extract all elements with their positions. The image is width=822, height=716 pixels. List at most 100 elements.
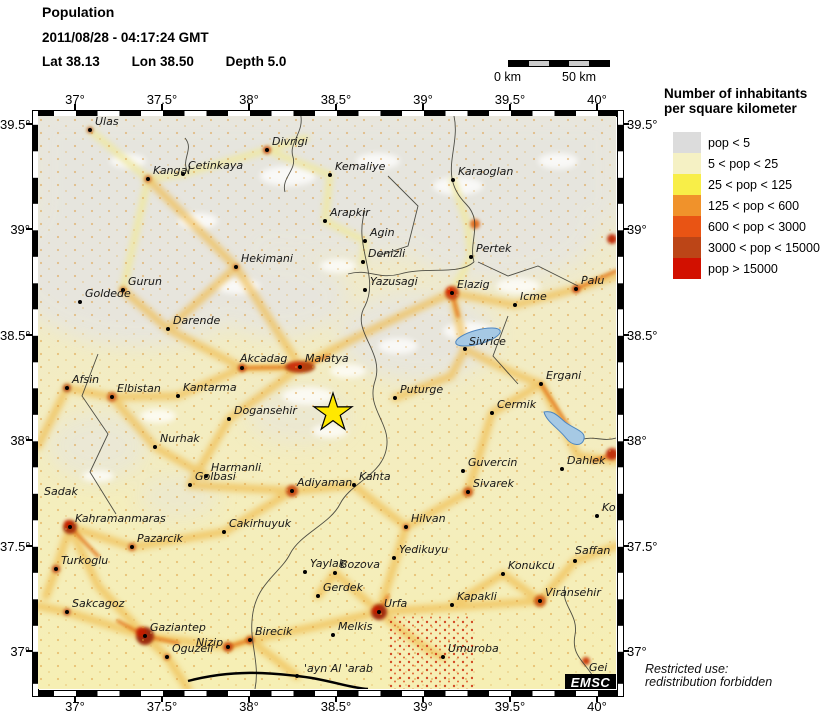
scale-bar-min-label: 0 km	[494, 70, 522, 84]
restriction-line1: Restricted use:	[645, 662, 729, 676]
city-label-kemaliye: Kemaliye	[335, 160, 386, 173]
city-dot-viransehir	[538, 599, 542, 603]
city-dot-birecik	[248, 638, 252, 642]
city-dot-ko	[595, 514, 599, 518]
axis-tick	[623, 228, 629, 230]
axis-tick	[26, 228, 32, 230]
city-dot-icme	[513, 303, 517, 307]
city-dot-denizli	[361, 260, 365, 264]
event-coordinates: Lat 38.13 Lon 38.50 Depth 5.0	[42, 54, 314, 69]
city-label-golbasi: Golbasi	[195, 470, 236, 483]
axis-tick	[161, 696, 163, 702]
legend-swatch	[673, 174, 701, 195]
city-label-gerdek: Gerdek	[323, 581, 363, 594]
city-dot-afsin	[65, 386, 69, 390]
city-dot-sakcagoz	[65, 610, 69, 614]
city-label-arapkir: Arapkir	[330, 206, 370, 219]
axis-label-lon: 38°	[239, 699, 259, 714]
legend-item-label: 125 < pop < 600	[708, 198, 800, 213]
axis-tick	[26, 439, 32, 441]
axis-label-lat: 37.5°	[0, 539, 31, 554]
city-label-yazusagi: Yazusagi	[370, 275, 418, 288]
city-dot-arapkir	[323, 219, 327, 223]
city-dot-puturge	[393, 396, 397, 400]
legend-item: pop > 15000	[664, 258, 822, 279]
legend-item: pop < 5	[664, 132, 822, 153]
axis-tick	[26, 545, 32, 547]
city-dot-konukcu	[501, 572, 505, 576]
legend-item-label: 5 < pop < 25	[708, 156, 779, 171]
axis-label-lon: 37.5°	[146, 92, 178, 107]
city-dot-umuroba	[441, 655, 445, 659]
legend-item: 600 < pop < 3000	[664, 216, 822, 237]
axis-label-lon: 37°	[65, 699, 85, 714]
city-label-akcadag: Akcadag	[240, 352, 288, 365]
legend-item-label: 3000 < pop < 15000	[708, 240, 820, 255]
scale-bar	[508, 60, 610, 67]
city-label-sadak: Sadak	[44, 485, 78, 498]
city-dot-karaoglan	[451, 178, 455, 182]
city-label-palu: Palu	[581, 274, 605, 287]
city-dot-kangal	[146, 177, 150, 181]
city-label-sivarek: Sivarek	[473, 477, 514, 490]
axis-label-lat: 39.5°	[0, 117, 31, 132]
city-label-gurun: Gurun	[128, 275, 162, 288]
city-dot-gurun	[121, 288, 125, 292]
city-label-malatya: Malatya	[305, 352, 349, 365]
event-longitude: Lon 38.50	[131, 54, 194, 69]
city-label-gaziantep: Gaziantep	[150, 621, 206, 634]
axis-label-lon: 38.5°	[320, 92, 352, 107]
city-label-afsin: Afsin	[72, 373, 100, 386]
axis-label-lon: 38.5°	[320, 699, 352, 714]
axis-tick	[623, 650, 629, 652]
city-label-turkoglu: Turkoglu	[61, 554, 109, 567]
axis-tick	[335, 696, 337, 702]
legend-item-label: pop > 15000	[708, 261, 778, 276]
city-dot-kantarma	[176, 394, 180, 398]
city-label-guvercin: Guvercin	[468, 456, 518, 469]
axis-label-lon: 39.5°	[494, 92, 526, 107]
city-dot-cermik	[490, 411, 494, 415]
event-depth: Depth 5.0	[225, 54, 287, 69]
axis-tick	[74, 104, 76, 110]
city-label-viransehir: Viransehir	[545, 586, 601, 599]
city-label-cakirhuyuk: Cakirhuyuk	[229, 517, 292, 530]
city-dot-kapakli	[450, 603, 454, 607]
city-label-cermik: Cermik	[497, 398, 537, 411]
axis-label-lat: 39°	[10, 222, 30, 237]
city-dot-pertek	[469, 255, 473, 259]
city-dot-melkis	[331, 633, 335, 637]
axis-tick	[26, 334, 32, 336]
city-dot-sivrice	[463, 347, 467, 351]
axis-tick	[26, 650, 32, 652]
city-label-kahramanmaras: Kahramanmaras	[75, 512, 166, 525]
city-dot-malatya	[298, 365, 302, 369]
city-dot-goldede	[78, 300, 82, 304]
city-label-darende: Darende	[173, 314, 221, 327]
restriction-line2: redistribution forbidden	[645, 675, 773, 689]
city-dot-gerdek	[316, 594, 320, 598]
city-label-yedikuyu: Yedikuyu	[399, 543, 449, 556]
city-dot-saffan	[573, 559, 577, 563]
city-label-goldede: Goldede	[85, 287, 131, 300]
map-frame-edge	[33, 111, 623, 116]
axis-label-lon: 37°	[65, 92, 85, 107]
city-label-harmanli: Harmanli	[211, 461, 262, 474]
city-label-umuroba: Umuroba	[448, 642, 499, 655]
map-frame-edge	[33, 111, 38, 696]
city-dot-adiyaman	[290, 489, 294, 493]
scale-bar-segment	[529, 61, 549, 66]
page-title: Population	[42, 4, 115, 20]
city-label-divrigi: Divrigi	[272, 135, 308, 148]
epicenter-star-icon	[312, 391, 354, 431]
legend-item-label: pop < 5	[708, 135, 751, 150]
legend-item-label: 25 < pop < 125	[708, 177, 793, 192]
legend: Number of inhabitants per square kilomet…	[664, 86, 822, 279]
city-label-ulas: Ulas	[95, 116, 119, 128]
city-label-elazig: Elazig	[457, 278, 490, 291]
city-dot-guvercin	[461, 469, 465, 473]
city-dot-bozova	[333, 571, 337, 575]
city-label-oguzeli: Oguzeli	[172, 642, 214, 655]
axis-label-lat: 38°	[627, 433, 647, 448]
legend-items: pop < 5 5 < pop < 25 25 < pop < 125 125 < p…	[664, 132, 822, 279]
